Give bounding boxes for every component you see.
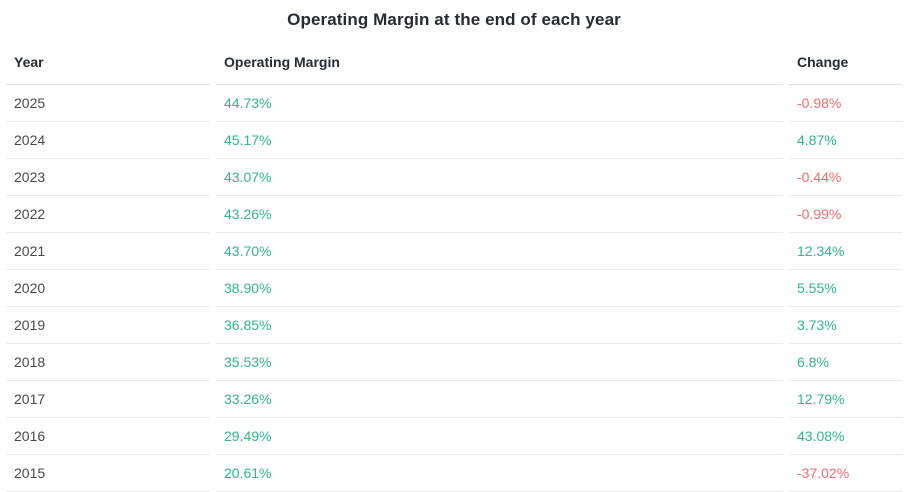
table-row: 2016 29.49% 43.08%: [6, 418, 902, 455]
change-cell: 5.55%: [789, 270, 902, 307]
table-row: 2017 33.26% 12.79%: [6, 381, 902, 418]
table-row: 2023 43.07% -0.44%: [6, 159, 902, 196]
change-cell: 6.8%: [789, 344, 902, 381]
year-cell: 2021: [6, 233, 210, 270]
table-header: Year Operating Margin Change: [6, 40, 902, 85]
change-cell: -0.98%: [789, 85, 902, 122]
table-row: 2020 38.90% 5.55%: [6, 270, 902, 307]
change-cell: -37.02%: [789, 455, 902, 492]
change-cell: -0.99%: [789, 196, 902, 233]
page-title: Operating Margin at the end of each year: [287, 10, 621, 29]
column-header-change: Change: [789, 40, 902, 85]
change-cell: 4.87%: [789, 122, 902, 159]
margin-cell: 33.26%: [216, 381, 783, 418]
table-row: 2019 36.85% 3.73%: [6, 307, 902, 344]
year-cell: 2024: [6, 122, 210, 159]
year-cell: 2022: [6, 196, 210, 233]
table-row: 2024 45.17% 4.87%: [6, 122, 902, 159]
header-row: Year Operating Margin Change: [6, 40, 902, 85]
margin-cell: 43.26%: [216, 196, 783, 233]
table-row: 2022 43.26% -0.99%: [6, 196, 902, 233]
margin-cell: 43.07%: [216, 159, 783, 196]
year-cell: 2017: [6, 381, 210, 418]
margin-cell: 45.17%: [216, 122, 783, 159]
margin-cell: 29.49%: [216, 418, 783, 455]
table-row: 2025 44.73% -0.98%: [6, 85, 902, 122]
margin-cell: 43.70%: [216, 233, 783, 270]
table-row: 2015 20.61% -37.02%: [6, 455, 902, 492]
change-cell: -0.44%: [789, 159, 902, 196]
table-row: 2021 43.70% 12.34%: [6, 233, 902, 270]
margin-cell: 35.53%: [216, 344, 783, 381]
year-cell: 2019: [6, 307, 210, 344]
column-header-year: Year: [6, 40, 210, 85]
year-cell: 2025: [6, 85, 210, 122]
year-cell: 2023: [6, 159, 210, 196]
operating-margin-table: Year Operating Margin Change 2025 44.73%…: [0, 40, 908, 492]
year-cell: 2020: [6, 270, 210, 307]
year-cell: 2015: [6, 455, 210, 492]
column-header-margin: Operating Margin: [216, 40, 783, 85]
table-body: 2025 44.73% -0.98% 2024 45.17% 4.87% 202…: [6, 85, 902, 492]
margin-cell: 44.73%: [216, 85, 783, 122]
year-cell: 2016: [6, 418, 210, 455]
change-cell: 43.08%: [789, 418, 902, 455]
margin-cell: 38.90%: [216, 270, 783, 307]
change-cell: 12.79%: [789, 381, 902, 418]
change-cell: 3.73%: [789, 307, 902, 344]
year-cell: 2018: [6, 344, 210, 381]
margin-cell: 20.61%: [216, 455, 783, 492]
margin-cell: 36.85%: [216, 307, 783, 344]
change-cell: 12.34%: [789, 233, 902, 270]
table-row: 2018 35.53% 6.8%: [6, 344, 902, 381]
